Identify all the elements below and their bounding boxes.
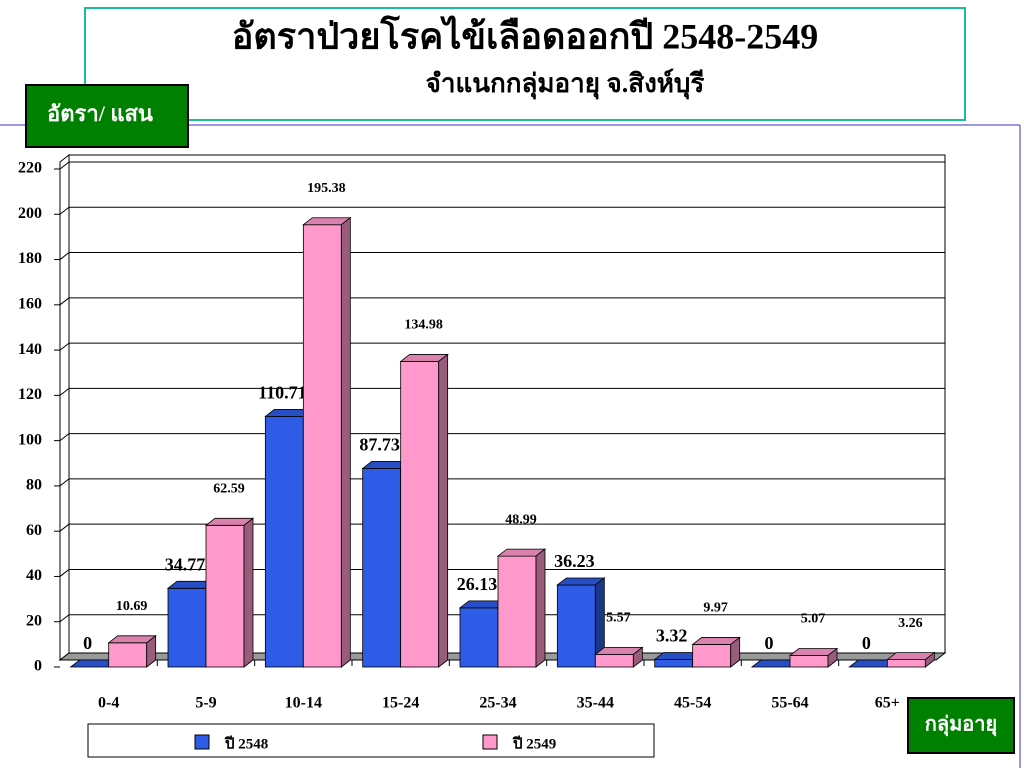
data-label: 195.38 bbox=[307, 181, 346, 196]
grid-line-side bbox=[59, 433, 70, 442]
data-label: 0 bbox=[862, 633, 871, 653]
x-tick-label: 0-4 bbox=[98, 695, 119, 712]
y-tick-label: 40 bbox=[26, 567, 42, 584]
data-label: 34.77 bbox=[165, 554, 206, 574]
x-tick-label: 5-9 bbox=[195, 695, 216, 712]
data-label: 134.98 bbox=[404, 318, 443, 333]
x-tick-label: 35-44 bbox=[577, 695, 614, 712]
bar-side bbox=[438, 353, 449, 668]
data-label: 10.69 bbox=[116, 599, 148, 614]
chart-subtitle: จำแนกกลุ่มอายุ จ.สิงห์บุรี bbox=[426, 68, 705, 100]
grid-line-side bbox=[59, 523, 70, 532]
data-label: 110.71 bbox=[258, 383, 307, 403]
bar bbox=[399, 353, 449, 668]
y-tick-label: 80 bbox=[26, 477, 42, 494]
legend-label: ปี 2549 bbox=[512, 735, 556, 752]
bar-front bbox=[692, 644, 732, 668]
data-label: 5.57 bbox=[606, 611, 631, 626]
data-label: 26.13 bbox=[457, 574, 498, 594]
grid-line-side bbox=[59, 614, 70, 623]
grid-line-side bbox=[59, 478, 70, 487]
y-tick-label: 60 bbox=[26, 522, 42, 539]
bar-front bbox=[205, 524, 245, 668]
grid-line-side bbox=[59, 252, 70, 260]
side-wall bbox=[59, 153, 70, 662]
data-label: 87.73 bbox=[359, 435, 400, 455]
grid-line-side bbox=[59, 569, 70, 577]
bar bbox=[302, 216, 352, 668]
y-tick-label: 160 bbox=[18, 295, 42, 312]
y-tick-label: 140 bbox=[18, 341, 42, 358]
y-tick-label: 200 bbox=[18, 205, 42, 222]
bar-side bbox=[827, 647, 838, 668]
grid-line-side bbox=[59, 297, 70, 306]
legend-box bbox=[87, 723, 655, 758]
bar-side bbox=[535, 548, 546, 668]
x-tick-label: 65+ bbox=[875, 695, 900, 712]
grid-line-side bbox=[59, 342, 70, 351]
bar-side bbox=[730, 636, 741, 668]
bar-front bbox=[167, 587, 207, 668]
bar-side bbox=[924, 651, 935, 668]
bar bbox=[886, 651, 936, 668]
x-tick-label: 15-24 bbox=[382, 695, 419, 712]
x-label-box bbox=[907, 697, 1015, 754]
y-label-box bbox=[25, 84, 189, 148]
chart-title: อัตราป่วยโรคไข้เลือดออกปี 2548-2549 bbox=[232, 14, 818, 56]
bar bbox=[496, 548, 547, 668]
x-tick-label: 25-34 bbox=[479, 695, 516, 712]
data-label: 48.99 bbox=[505, 512, 537, 527]
bar-front bbox=[264, 415, 304, 668]
y-tick-label: 0 bbox=[34, 658, 42, 675]
data-label: 3.26 bbox=[898, 616, 923, 631]
bar bbox=[691, 636, 741, 668]
grid-line-side bbox=[59, 161, 70, 170]
bar-side bbox=[340, 216, 351, 668]
bar-side bbox=[243, 517, 254, 668]
bar bbox=[204, 517, 255, 668]
y-tick-label: 220 bbox=[18, 160, 42, 177]
y-axis-label: อัตรา/ แสน bbox=[47, 101, 153, 126]
bar bbox=[107, 634, 157, 668]
grid-line-side bbox=[59, 387, 70, 396]
bar-front bbox=[886, 659, 926, 668]
x-axis-label: กลุ่มอายุ bbox=[925, 714, 998, 737]
bar-front bbox=[789, 655, 829, 668]
data-label: 36.23 bbox=[554, 551, 595, 571]
legend-swatch bbox=[194, 734, 210, 750]
bar-front bbox=[302, 224, 342, 668]
data-label: 0 bbox=[83, 633, 92, 653]
bar-side bbox=[632, 646, 643, 668]
data-label: 62.59 bbox=[213, 482, 245, 497]
x-tick-label: 10-14 bbox=[285, 695, 322, 712]
y-tick-label: 180 bbox=[18, 250, 42, 267]
bar-front bbox=[654, 659, 694, 668]
bar bbox=[556, 577, 606, 668]
legend-swatch bbox=[482, 734, 498, 750]
x-tick-label: 45-54 bbox=[674, 695, 711, 712]
data-label: 0 bbox=[765, 633, 774, 653]
y-tick-label: 100 bbox=[18, 431, 42, 448]
data-label: 3.32 bbox=[656, 626, 688, 646]
grid-line-side bbox=[59, 206, 70, 215]
y-tick-label: 20 bbox=[26, 612, 42, 629]
legend-label: ปี 2548 bbox=[224, 735, 268, 752]
bar bbox=[788, 647, 839, 668]
bar-front bbox=[108, 642, 148, 668]
bar bbox=[594, 646, 644, 668]
data-label: 5.07 bbox=[801, 612, 826, 627]
data-label: 9.97 bbox=[703, 601, 728, 616]
x-tick-label: 55-64 bbox=[771, 695, 808, 712]
title-box bbox=[84, 7, 966, 121]
bar-side bbox=[146, 634, 157, 668]
bar-front bbox=[594, 653, 634, 668]
bar-front bbox=[400, 361, 440, 668]
y-tick-label: 120 bbox=[18, 386, 42, 403]
bar-front bbox=[459, 607, 499, 668]
bar-front bbox=[556, 584, 596, 668]
bar-front bbox=[362, 468, 402, 668]
bar-front bbox=[497, 555, 537, 668]
